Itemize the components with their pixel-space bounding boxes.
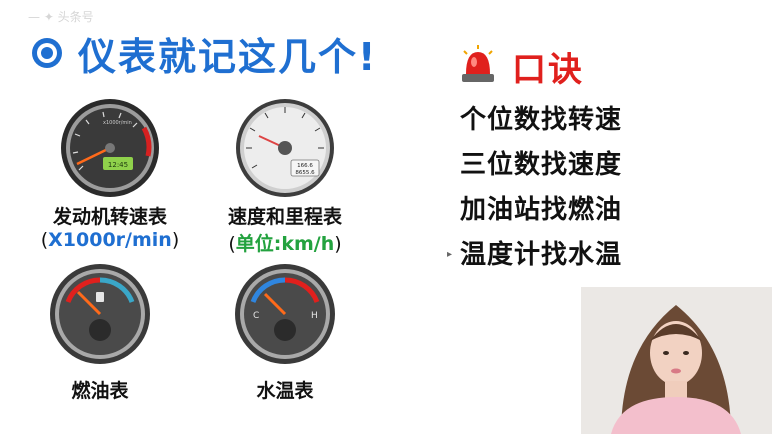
temp-gauge-label: 水温表: [256, 380, 314, 402]
temp-gauge-icon: C H: [235, 264, 335, 364]
temp-gauge-card: C H 水温表: [210, 262, 360, 403]
svg-text:12:45: 12:45: [108, 161, 128, 169]
tachometer-label: 发动机转速表: [52, 206, 167, 228]
svg-text:166.6: 166.6: [297, 163, 313, 169]
cursor-icon: ▸: [447, 249, 453, 260]
speedometer-unit: (单位:km/h): [228, 233, 342, 255]
rule-rpm: 个位数找转速: [460, 105, 623, 135]
rules-list: 个位数找转速 三位数找速度 加油站找燃油 温度计找水温: [460, 100, 622, 280]
target-icon: [32, 38, 62, 68]
title-row: 仪表就记这几个!: [30, 28, 378, 79]
tachometer-icon: x1000r/min 12:45: [61, 99, 159, 197]
svg-text:C: C: [253, 311, 259, 321]
tip-title: 口诀: [512, 49, 584, 90]
watermark: — ✦ 头条号: [28, 10, 94, 24]
presenter-image: [581, 287, 772, 434]
fuel-gauge-card: 燃油表: [40, 262, 160, 403]
tachometer-unit: (X1000r/min): [40, 229, 180, 251]
presenter-video: [581, 287, 772, 434]
rule-temp: 温度计找水温: [460, 240, 623, 270]
svg-text:x1000r/min: x1000r/min: [103, 120, 132, 126]
rule-speed: 三位数找速度: [460, 150, 623, 180]
speedometer-card: 166.6 8655.6 速度和里程表 (单位:km/h): [210, 98, 360, 256]
rule-fuel: 加油站找燃油: [460, 195, 623, 225]
fuel-gauge-label: 燃油表: [71, 380, 129, 402]
fuel-gauge-icon: [50, 264, 150, 364]
tip-header: 口诀: [458, 42, 584, 90]
speedometer-label: 速度和里程表: [227, 206, 342, 228]
speedometer-icon: 166.6 8655.6: [236, 99, 334, 197]
siren-icon: [462, 45, 494, 82]
svg-text:8655.6: 8655.6: [295, 170, 315, 176]
page-title: 仪表就记这几个!: [78, 34, 378, 79]
tachometer-card: x1000r/min 12:45 发动机转速表 (X1000r/min): [30, 98, 190, 251]
svg-text:H: H: [311, 311, 318, 321]
